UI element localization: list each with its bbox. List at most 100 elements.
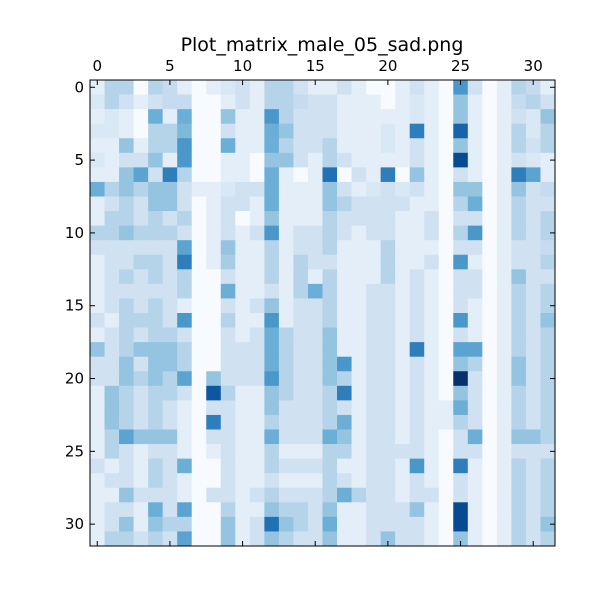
heatmap-cell	[366, 429, 382, 445]
heatmap-cell	[337, 487, 352, 503]
heatmap-cell	[409, 240, 425, 256]
heatmap-cell	[191, 152, 207, 168]
heatmap-cell	[467, 167, 483, 183]
chart-title: Plot_matrix_male_05_sad.png	[181, 34, 464, 56]
heatmap-cell	[278, 211, 294, 227]
heatmap-cell	[438, 356, 454, 372]
heatmap-cell	[162, 371, 178, 387]
heatmap-cell	[453, 167, 469, 183]
heatmap-cell	[104, 531, 120, 547]
heatmap-cell	[453, 531, 469, 547]
heatmap-cell	[482, 181, 498, 197]
heatmap-cell	[133, 531, 149, 547]
heatmap-cell	[496, 298, 512, 314]
heatmap-cell	[511, 254, 527, 270]
heatmap-cell	[540, 516, 556, 532]
heatmap-cell	[424, 531, 440, 547]
heatmap-cell	[366, 487, 382, 503]
heatmap-cell	[337, 531, 352, 547]
heatmap-cell	[235, 109, 251, 125]
heatmap-cell	[264, 502, 280, 518]
heatmap-cell	[235, 487, 251, 503]
heatmap-cell	[482, 225, 498, 241]
heatmap-cell	[307, 94, 323, 110]
heatmap-cell	[104, 458, 120, 474]
heatmap-cell	[307, 298, 323, 314]
heatmap-cell	[220, 516, 236, 532]
heatmap-cell	[337, 356, 352, 372]
heatmap-cell	[293, 473, 309, 489]
heatmap-cell	[409, 167, 425, 183]
heatmap-cell	[496, 400, 512, 416]
heatmap-cell	[235, 138, 251, 154]
heatmap-cell	[438, 487, 454, 503]
heatmap-cell	[90, 298, 105, 314]
heatmap-cell	[249, 487, 265, 503]
heatmap-cell	[133, 240, 149, 256]
heatmap-cell	[525, 400, 541, 416]
heatmap-cell	[366, 298, 382, 314]
heatmap-cell	[104, 414, 120, 430]
heatmap-cell	[307, 225, 323, 241]
heatmap-cell	[191, 298, 207, 314]
heatmap-cell	[177, 181, 193, 197]
heatmap-cell	[322, 152, 338, 168]
heatmap-cell	[307, 313, 323, 328]
heatmap-cell	[119, 298, 134, 314]
heatmap-cell	[351, 502, 367, 518]
heatmap-cell	[395, 138, 411, 154]
heatmap-cell	[293, 152, 309, 168]
heatmap-cell	[453, 269, 469, 285]
heatmap-cell	[467, 211, 483, 227]
heatmap-cell	[206, 414, 222, 430]
heatmap-cell	[453, 283, 469, 299]
heatmap-cell	[540, 327, 556, 343]
heatmap-cell	[467, 181, 483, 197]
heatmap-cell	[119, 356, 134, 372]
heatmap-cell	[293, 109, 309, 125]
heatmap-cell	[380, 429, 396, 445]
heatmap-cell	[293, 400, 309, 416]
heatmap-cell	[540, 458, 556, 474]
heatmap-cell	[104, 123, 120, 139]
heatmap-cell	[467, 327, 483, 343]
heatmap-cell	[278, 138, 294, 154]
heatmap-cell	[119, 444, 134, 460]
heatmap-cell	[220, 283, 236, 299]
heatmap-cell	[162, 429, 178, 445]
heatmap-cell	[177, 414, 193, 430]
heatmap-cell	[395, 473, 411, 489]
heatmap-cell	[264, 283, 280, 299]
heatmap-cell	[307, 385, 323, 401]
heatmap-cell	[322, 429, 338, 445]
heatmap-cell	[90, 356, 105, 372]
heatmap-cell	[177, 327, 193, 343]
heatmap-cell	[293, 342, 309, 358]
heatmap-cell	[119, 196, 134, 212]
heatmap-cell	[104, 298, 120, 314]
y-tick-label: 30	[65, 515, 84, 533]
heatmap-cell	[278, 458, 294, 474]
heatmap-cell	[380, 298, 396, 314]
heatmap-cell	[104, 444, 120, 460]
heatmap-cell	[162, 80, 178, 95]
heatmap-cell	[351, 327, 367, 343]
heatmap-cell	[453, 327, 469, 343]
heatmap-cell	[148, 167, 164, 183]
heatmap-cell	[496, 371, 512, 387]
heatmap-cell	[133, 298, 149, 314]
heatmap-cell	[482, 444, 498, 460]
heatmap-cell	[395, 225, 411, 241]
heatmap-cell	[191, 400, 207, 416]
heatmap-cell	[278, 109, 294, 125]
heatmap-cell	[482, 313, 498, 328]
heatmap-cell	[264, 196, 280, 212]
heatmap-cell	[249, 502, 265, 518]
heatmap-cell	[177, 80, 193, 95]
heatmap-cell	[119, 487, 134, 503]
heatmap-cell	[235, 531, 251, 547]
heatmap-cell	[409, 269, 425, 285]
heatmap-cell	[453, 414, 469, 430]
heatmap-cell	[525, 269, 541, 285]
